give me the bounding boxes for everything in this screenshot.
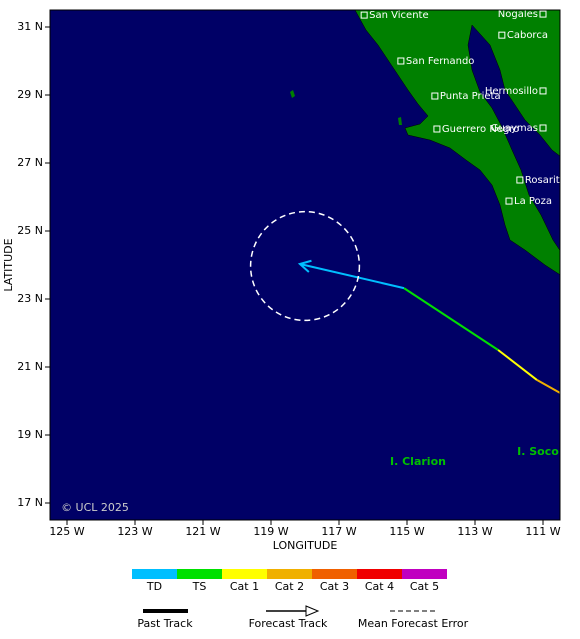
city-label: Rosarito — [525, 175, 566, 186]
y-tick-label: 31 N — [17, 20, 43, 33]
x-tick-label: 119 W — [253, 525, 288, 538]
past-track — [403, 287, 499, 351]
map-layer: San Vicente Nogales Caborca San Fernando Her… — [249, 9, 566, 468]
forecast-track — [299, 263, 405, 290]
scale-label: Cat 1 — [230, 580, 259, 593]
scale-swatch — [312, 569, 357, 579]
legend-line-label: Past Track — [137, 617, 193, 630]
city-marker — [433, 125, 441, 133]
scale-swatch — [357, 569, 402, 579]
city-label: Punta Prieta — [440, 91, 501, 102]
city-label: Guerrero Negro — [442, 124, 519, 135]
scale-label: Cat 2 — [275, 580, 304, 593]
x-tick-label: 121 W — [185, 525, 220, 538]
scale-label: TS — [192, 580, 207, 593]
x-axis-label: LONGITUDE — [273, 539, 338, 552]
scale-swatch — [177, 569, 222, 579]
city-marker — [539, 10, 547, 18]
city-label: San Fernando — [406, 56, 475, 67]
forecast-arrow-sample — [305, 605, 320, 617]
scale-label: TD — [146, 580, 162, 593]
legend-line-label: Mean Forecast Error — [358, 617, 469, 630]
y-tick-label: 17 N — [17, 496, 43, 509]
city-label: Nogales — [498, 9, 538, 20]
y-tick-label: 21 N — [17, 360, 43, 373]
scale-swatch — [267, 569, 312, 579]
x-tick-label: 123 W — [117, 525, 152, 538]
y-tick-label: 29 N — [17, 88, 43, 101]
x-tick-label: 113 W — [457, 525, 492, 538]
city-marker — [431, 92, 439, 100]
city-label: La Poza — [514, 196, 552, 207]
x-tick-label: 117 W — [321, 525, 356, 538]
island-label: I. Socor — [517, 445, 565, 458]
city-label: Hermosillo — [485, 86, 538, 97]
scale-label: Cat 3 — [320, 580, 349, 593]
y-axis-label: LATITUDE — [2, 238, 15, 291]
city-label: Caborca — [507, 30, 548, 41]
y-tick-label: 27 N — [17, 156, 43, 169]
land — [290, 10, 560, 276]
x-tick-label: 115 W — [389, 525, 424, 538]
forecast-error-circle — [249, 210, 361, 322]
city-marker — [505, 197, 513, 205]
scale-swatch — [402, 569, 447, 579]
forecast-arrowhead — [297, 259, 312, 273]
scale-label: Cat 5 — [410, 580, 439, 593]
city-marker — [498, 31, 506, 39]
island-label: I. Clarion — [390, 455, 446, 468]
map-frame — [49, 9, 561, 521]
x-tick-label: 125 W — [49, 525, 84, 538]
city-marker — [539, 87, 547, 95]
city-marker — [539, 124, 547, 132]
past-track — [536, 379, 560, 394]
scale-swatch — [132, 569, 177, 579]
scale-swatch — [222, 569, 267, 579]
city-label: Guaymas — [491, 123, 538, 134]
y-tick-label: 23 N — [17, 292, 43, 305]
legend-line-label: Forecast Track — [249, 617, 328, 630]
y-tick-label: 19 N — [17, 428, 43, 441]
y-tick-label: 25 N — [17, 224, 43, 237]
copyright: © UCL 2025 — [61, 501, 129, 514]
x-tick-label: 111 W — [525, 525, 560, 538]
past-track — [497, 349, 538, 381]
city-marker — [397, 57, 405, 65]
scale-label: Cat 4 — [365, 580, 394, 593]
city-marker — [516, 176, 524, 184]
city-marker — [360, 11, 368, 19]
city-label: San Vicente — [369, 10, 428, 21]
